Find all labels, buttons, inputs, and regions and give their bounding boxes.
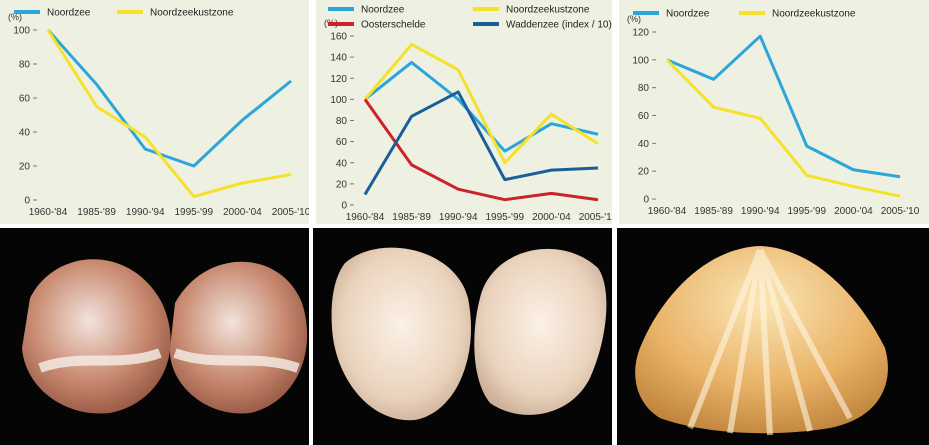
y-tick-label: 120 <box>632 28 649 39</box>
y-tick-label: 120 <box>330 74 347 85</box>
x-tick-label: 2005-'10 <box>881 206 920 217</box>
y-tick-label: 80 <box>336 116 348 127</box>
legend-label: Waddenzee (index / 10) <box>506 20 612 31</box>
chart-panel-2: (%)0204060801001201401601960-'841985-'89… <box>316 0 612 224</box>
x-tick-label: 1990-'94 <box>741 206 780 217</box>
x-tick-label: 2005-'10 <box>272 207 309 218</box>
x-tick-label: 1995-'99 <box>485 212 524 223</box>
legend-label: Noordzeekustzone <box>150 8 234 19</box>
x-tick-label: 1995-'99 <box>787 206 826 217</box>
x-tick-label: 1990-'94 <box>126 207 165 218</box>
y-tick-label: 0 <box>341 201 347 212</box>
legend-label: Noordzeekustzone <box>772 9 856 20</box>
y-tick-label: 40 <box>638 139 650 150</box>
y-tick-label: 40 <box>336 158 348 169</box>
y-tick-label: 80 <box>638 83 650 94</box>
y-tick-label: 60 <box>638 111 650 122</box>
x-tick-label: 1960-'84 <box>29 207 68 218</box>
x-tick-label: 1985-'89 <box>694 206 733 217</box>
legend-label: Noordzee <box>666 9 710 20</box>
x-tick-label: 1960-'84 <box>648 206 687 217</box>
x-tick-label: 1960-'84 <box>346 212 385 223</box>
y-tick-label: 20 <box>19 162 31 173</box>
x-tick-label: 2005-'10 <box>579 212 612 223</box>
chart-panel-3: (%) 0 20 40 60 80 100 120 1960-'84 1985-'89 1990-'… <box>619 0 929 224</box>
brown-clam-shell-pair-icon <box>22 259 308 414</box>
y-axis-label: (%) <box>627 14 641 24</box>
y-tick-label: 0 <box>643 195 649 206</box>
x-tick-label: 1985-'89 <box>392 212 431 223</box>
x-tick-label: 2000-'04 <box>532 212 571 223</box>
x-tick-label: 2000-'04 <box>223 207 262 218</box>
y-tick-label: 40 <box>19 128 31 139</box>
x-tick-label: 1990-'94 <box>439 212 478 223</box>
chart-3-svg: (%) 0 20 40 60 80 100 120 1960-'84 1985-'89 1990-'… <box>627 9 920 218</box>
series-line-waddenzee-index-10 <box>363 90 599 196</box>
series-line-noordzeekustzone <box>46 29 292 199</box>
y-tick-label: 20 <box>638 167 650 178</box>
chart-panel-1: (%) 0 20 40 60 80 100 1960-'84 1985-'89 1990-'94 1… <box>0 0 309 224</box>
shell-photo-strip <box>0 228 929 445</box>
y-tick-label: 20 <box>336 179 348 190</box>
y-tick-label: 80 <box>19 60 31 71</box>
x-tick-label: 1995-'99 <box>174 207 213 218</box>
y-tick-label: 100 <box>632 55 649 66</box>
y-axis-label: (%) <box>8 12 22 22</box>
series-line-noordzeekustzone <box>665 58 901 198</box>
series-line-noordzeekustzone <box>363 42 599 165</box>
x-tick-label: 2000-'04 <box>834 206 873 217</box>
y-tick-label: 160 <box>330 32 347 43</box>
y-tick-label: 0 <box>24 196 30 207</box>
y-tick-label: 140 <box>330 53 347 64</box>
y-tick-label: 60 <box>336 137 348 148</box>
cream-clam-shell-pair-icon <box>331 247 607 421</box>
x-tick-label: 1985-'89 <box>77 207 116 218</box>
legend-label: Noordzeekustzone <box>506 5 590 16</box>
shell-photos-svg <box>22 228 888 445</box>
y-tick-label: 100 <box>13 26 30 37</box>
chart-2-svg: (%)0204060801001201401601960-'841985-'89… <box>324 5 612 224</box>
series-line-noordzee <box>364 60 599 153</box>
legend-label: Noordzee <box>47 8 91 19</box>
legend-label: Oosterschelde <box>361 20 426 31</box>
series-line-noordzee <box>46 29 292 168</box>
series-line-oosterschelde <box>363 98 599 202</box>
orange-rayed-clam-shell-icon <box>635 246 888 436</box>
series-line-noordzee <box>666 34 901 179</box>
chart-1-svg: (%) 0 20 40 60 80 100 1960-'84 1985-'89 1990-'94 1… <box>8 8 309 219</box>
y-tick-label: 100 <box>330 95 347 106</box>
y-tick-label: 60 <box>19 94 31 105</box>
legend-label: Noordzee <box>361 5 405 16</box>
